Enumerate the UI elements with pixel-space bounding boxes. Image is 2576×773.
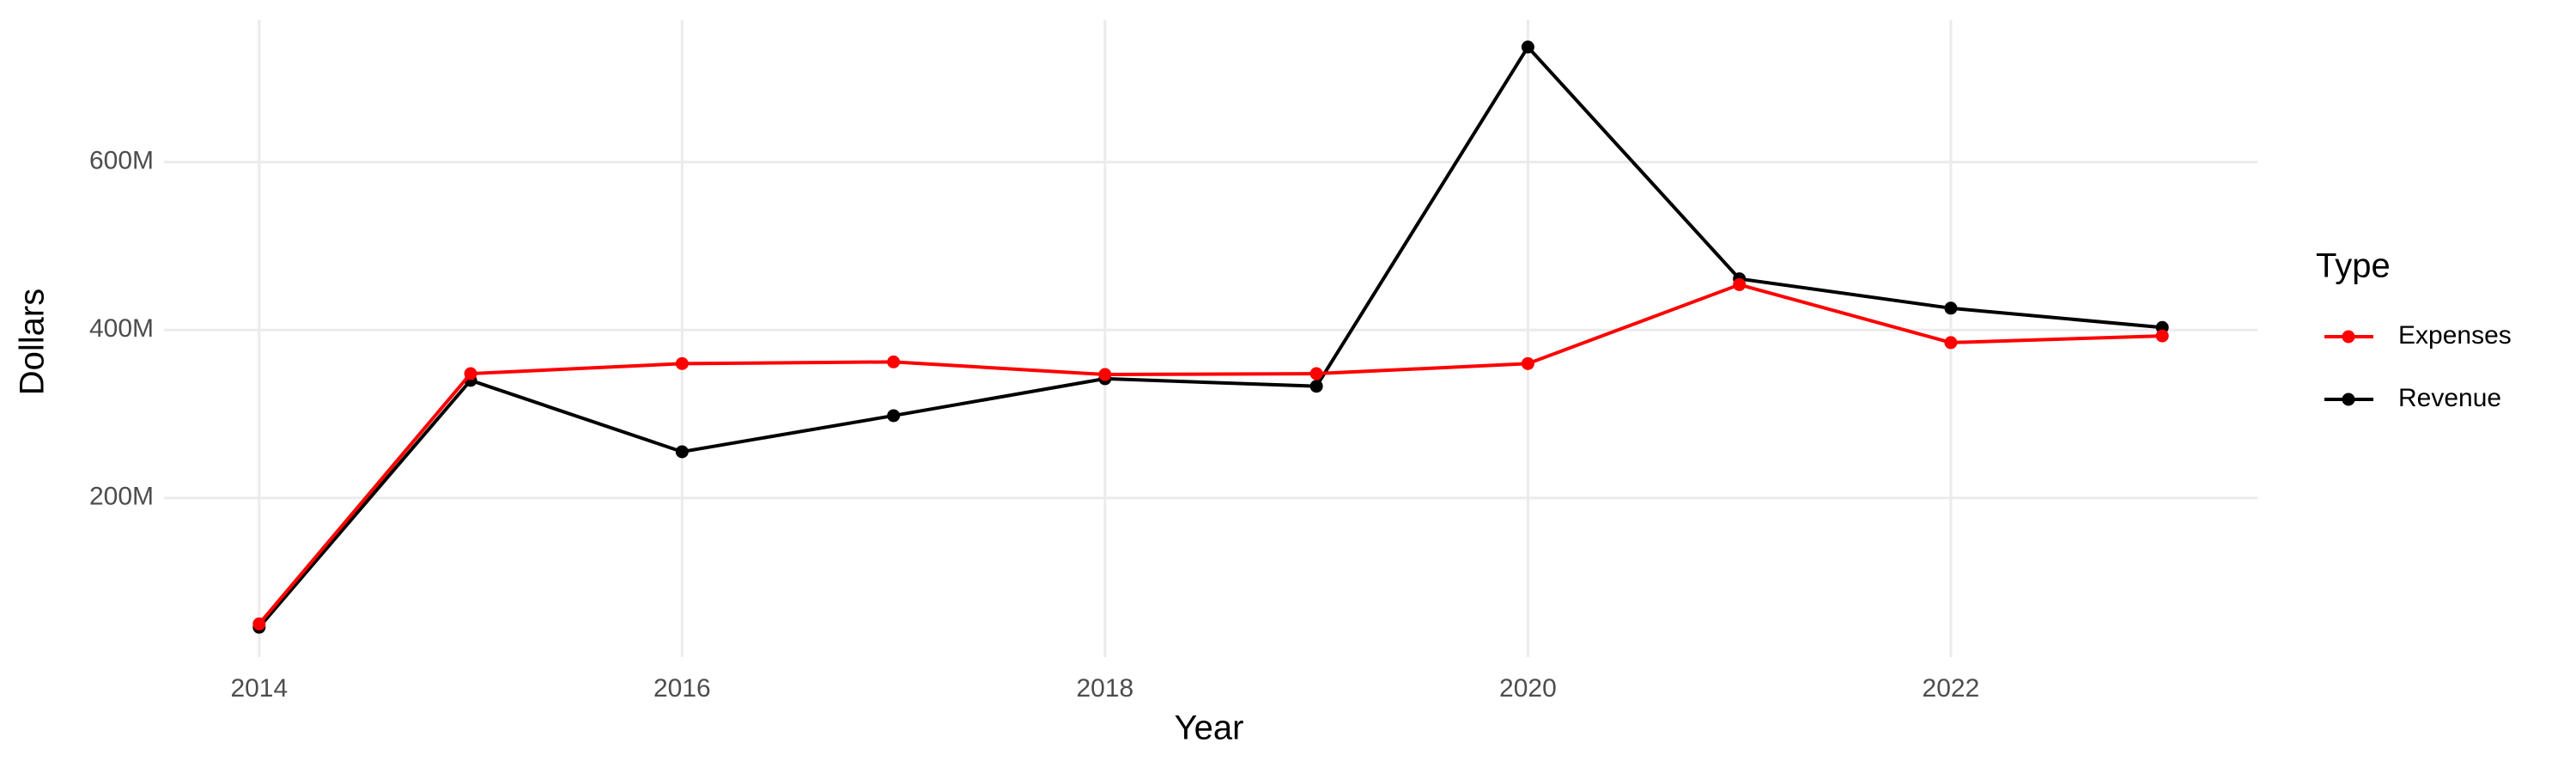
data-point	[1521, 40, 1534, 54]
data-point	[1521, 356, 1534, 370]
data-point	[675, 356, 689, 370]
data-point	[464, 367, 477, 380]
x-tick-label: 2018	[1076, 674, 1133, 703]
data-point	[1944, 301, 1958, 315]
data-point	[1098, 368, 1112, 381]
data-point	[252, 617, 266, 630]
x-tick-label: 2022	[1923, 674, 1980, 703]
legend-label: Revenue	[2398, 384, 2501, 412]
series-line	[258, 283, 2163, 625]
data-point	[1944, 336, 1958, 350]
data-point	[1309, 380, 1323, 393]
x-tick-label: 2014	[230, 674, 288, 703]
data-point	[887, 355, 901, 368]
x-axis-title: Year	[1175, 709, 1244, 747]
legend-title: Type	[2316, 247, 2391, 285]
data-point	[2155, 329, 2169, 343]
x-tick-label: 2020	[1499, 674, 1557, 703]
legend-marker	[2342, 393, 2355, 406]
y-tick-label: 400M	[89, 314, 154, 343]
x-tick-label: 2016	[653, 674, 711, 703]
data-point	[1309, 367, 1323, 380]
y-tick-label: 600M	[89, 147, 154, 175]
legend-marker	[2342, 330, 2355, 344]
y-axis-title: Dollars	[14, 289, 52, 395]
legend-label: Expenses	[2398, 321, 2512, 350]
series-line	[258, 44, 2163, 629]
y-tick-label: 200M	[89, 483, 154, 511]
data-point	[675, 445, 689, 459]
data-point	[1733, 277, 1747, 291]
data-point	[887, 409, 901, 423]
